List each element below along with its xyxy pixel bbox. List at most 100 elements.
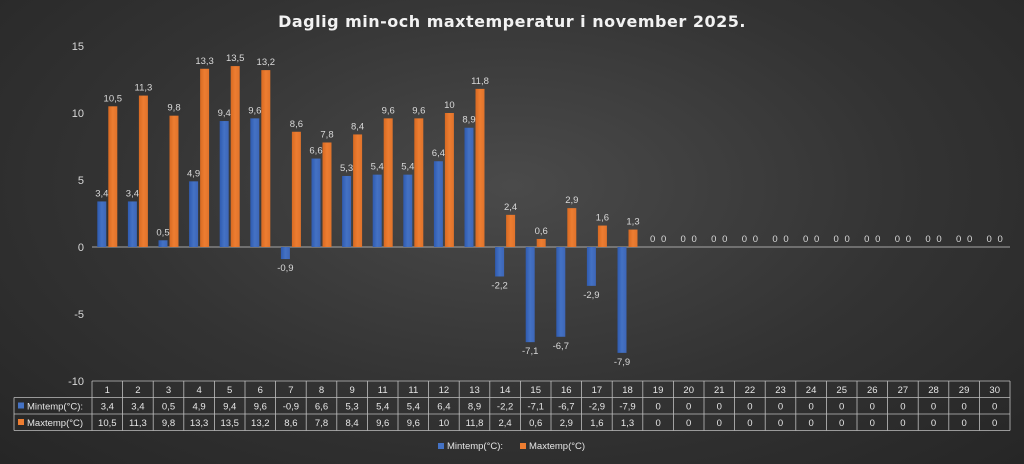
min-temp-bar (342, 175, 352, 247)
table-cell: 0 (992, 402, 997, 413)
min-temp-bar (433, 161, 443, 247)
max-temp-data-label: 0 (722, 234, 727, 245)
max-temp-data-label: 0 (814, 234, 819, 245)
min-temp-data-label: 0 (650, 234, 655, 245)
table-cell: 9,6 (407, 418, 420, 429)
max-temp-data-label: 0 (875, 234, 880, 245)
table-header-cell: 14 (500, 385, 511, 396)
table-cell: 11,3 (129, 418, 147, 429)
max-temp-data-label: 0,6 (535, 226, 548, 237)
min-temp-data-label: 6,6 (309, 146, 322, 157)
max-temp-data-label: 8,4 (351, 121, 364, 132)
table-header-cell: 27 (898, 385, 909, 396)
table-header-cell: 28 (928, 385, 939, 396)
table-cell: 9,4 (223, 402, 236, 413)
max-temp-data-label: 13,5 (226, 53, 245, 64)
table-header-cell: 7 (288, 385, 293, 396)
max-temp-data-label: 0 (906, 234, 911, 245)
y-tick-label: 10 (72, 108, 84, 120)
table-cell: 3,4 (101, 402, 114, 413)
max-temp-data-label: 7,8 (320, 129, 333, 140)
table-cell: -7,1 (528, 402, 544, 413)
table-cell: 0 (747, 402, 752, 413)
min-temp-bar (280, 247, 290, 260)
max-temp-data-label: 9,6 (412, 105, 425, 116)
max-temp-bar (383, 118, 393, 247)
min-temp-row-label: Mintemp(°C): (27, 402, 83, 413)
max-temp-bar (536, 238, 546, 247)
table-header-cell: 8 (319, 385, 324, 396)
min-temp-bar (586, 247, 596, 286)
min-temp-bar (158, 240, 168, 247)
table-header-cell: 11 (408, 385, 418, 396)
table-cell: 9,6 (376, 418, 389, 429)
max-temp-bar (261, 70, 271, 248)
table-cell: 10,5 (98, 418, 117, 429)
table-cell: 0 (717, 418, 722, 429)
chart-title: Daglig min-och maxtemperatur i november … (278, 12, 746, 31)
table-cell: 6,6 (315, 402, 328, 413)
max-temp-row-label: Maxtemp(°C) (27, 418, 83, 429)
max-temp-data-label: 13,2 (257, 57, 276, 68)
min-temp-data-label: -2,9 (583, 290, 599, 301)
table-cell: -0,9 (283, 402, 299, 413)
min-temp-data-label: 5,3 (340, 163, 353, 174)
min-temp-data-label: 8,9 (462, 115, 475, 126)
table-cell: 0 (931, 418, 936, 429)
min-temp-data-label: 0 (956, 234, 961, 245)
max-temp-bar (597, 225, 607, 247)
max-temp-data-label: 9,6 (382, 105, 395, 116)
table-header-cell: 3 (166, 385, 171, 396)
y-tick-label: 5 (78, 175, 84, 187)
min-temp-bar (556, 247, 566, 337)
max-temp-bar (414, 118, 424, 247)
table-cell: 0 (655, 418, 660, 429)
min-temp-data-label: -7,9 (614, 357, 630, 368)
min-temp-data-label: 3,4 (95, 188, 108, 199)
max-temp-bar (138, 95, 148, 247)
table-header-cell: 17 (592, 385, 603, 396)
y-axis: 15 10 5 0 -5 -10 (68, 41, 84, 388)
min-temp-bar (127, 201, 137, 247)
min-temp-data-label: 0 (987, 234, 992, 245)
min-temp-bar (311, 158, 321, 247)
table-header-cell: 26 (867, 385, 878, 396)
min-temp-data-label: 0 (895, 234, 900, 245)
y-tick-label: -10 (68, 376, 84, 388)
table-header-cell: 12 (439, 385, 450, 396)
table-header-cell: 21 (714, 385, 725, 396)
min-temp-data-label: 0 (681, 234, 686, 245)
max-temp-data-label: 2,9 (565, 195, 578, 206)
min-temp-data-label: 9,6 (248, 105, 261, 116)
table-cell: 8,4 (345, 418, 358, 429)
min-temp-data-label: 0 (925, 234, 930, 245)
table-cell: 11,8 (466, 418, 484, 429)
min-temp-table-swatch (18, 402, 24, 409)
table-cell: 0 (808, 418, 813, 429)
max-temp-bar (291, 131, 301, 247)
table-cell: 5,4 (407, 402, 420, 413)
table-cell: 13,2 (251, 418, 270, 429)
min-temp-data-label: 0 (742, 234, 747, 245)
legend-label-min: Mintemp(°C): (447, 441, 503, 452)
data-table: 1 2 3 4 5 6 7 8 9 11 11 12 13 14 15 16 17 18 19 20 21 22 23 24 2… (13, 380, 1011, 431)
min-temp-data-label: 6,4 (432, 148, 445, 159)
min-temp-data-label: 0,5 (156, 227, 169, 238)
y-tick-label: 0 (78, 242, 84, 254)
y-tick-label: 15 (72, 41, 84, 53)
table-cell: 8,9 (468, 402, 481, 413)
table-cell: 0 (686, 402, 691, 413)
table-header-cell: 5 (227, 385, 232, 396)
bars-group (92, 66, 1010, 353)
table-cell: 0 (747, 418, 752, 429)
max-temp-bar (567, 208, 577, 247)
table-cell: 13,5 (220, 418, 239, 429)
min-temp-bar (525, 247, 535, 343)
max-temp-data-label: 0 (936, 234, 941, 245)
min-temp-data-label: 4,9 (187, 168, 200, 179)
table-header-cell: 2 (135, 385, 140, 396)
min-temp-data-label: 3,4 (126, 188, 139, 199)
max-temp-data-label: 10,5 (104, 93, 123, 104)
max-temp-data-label: 13,3 (195, 56, 214, 67)
legend: Mintemp(°C): Maxtemp(°C) (438, 441, 585, 452)
